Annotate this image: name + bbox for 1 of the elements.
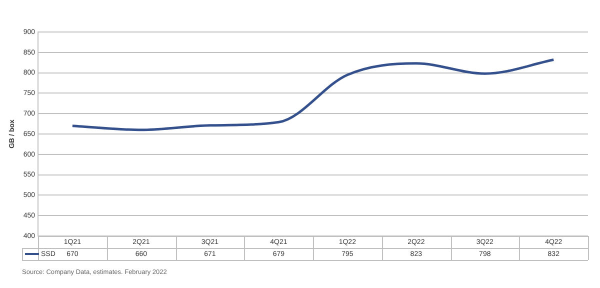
line-series: [71, 58, 555, 132]
